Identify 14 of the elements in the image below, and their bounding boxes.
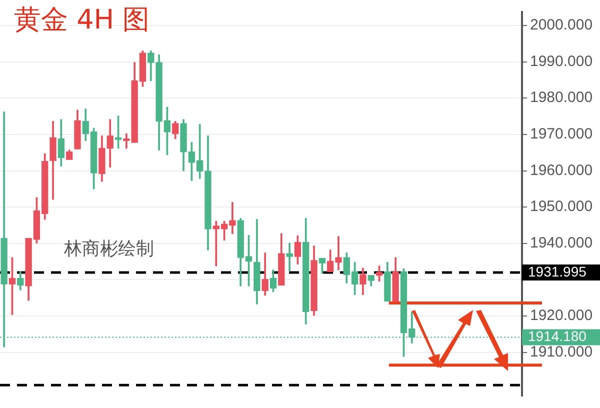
y-tick-label: 1950.000 [530,198,593,216]
y-tick-label: 1980.000 [530,89,593,106]
y-tick-label: 1910.000 [530,344,593,361]
candlestick [286,242,293,271]
y-tick-label: 2000.000 [530,16,593,34]
y-tick-label: 1960.000 [530,162,593,179]
ref-line-label: 1914.180 [528,328,587,344]
y-tick-label: 1920.000 [530,307,593,324]
annotation: 林商彬绘制 [63,238,154,260]
y-tick-label: 1970.000 [530,126,593,143]
y-tick-label: 1940.000 [530,234,593,252]
ref-line-label: 1931.995 [528,263,587,280]
y-tick-label: 1990.000 [530,52,593,70]
chart-title: 黄金 4H 图 [14,4,150,36]
